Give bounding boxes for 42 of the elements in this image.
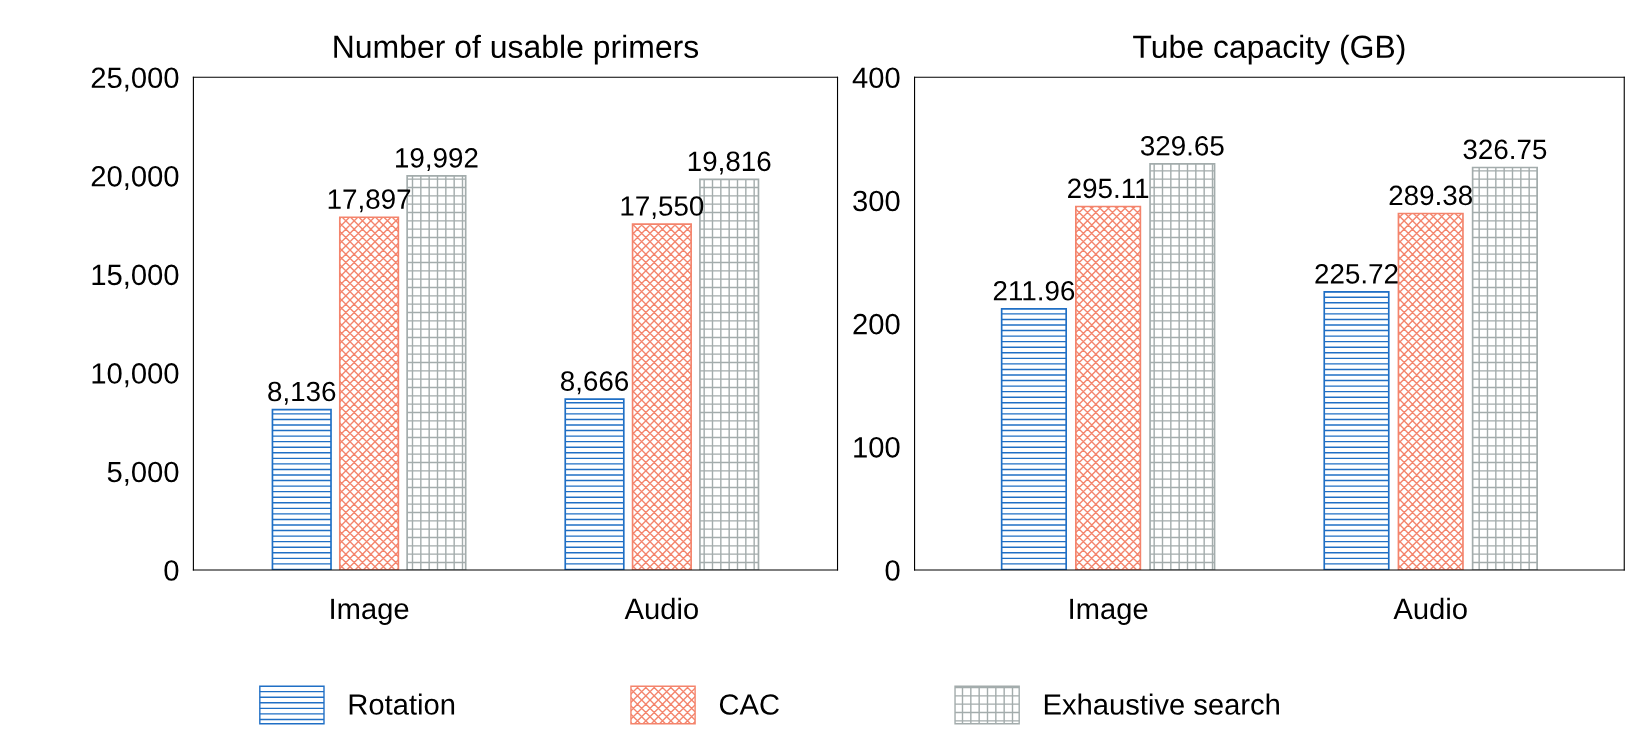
bar: [564, 398, 625, 570]
bar: [1397, 212, 1464, 570]
data-label: 225.72: [1315, 264, 1398, 284]
data-label: 295.11: [1068, 178, 1149, 199]
x-tick-label: Audio: [1393, 597, 1467, 620]
y-tick-label: 100: [854, 437, 900, 458]
data-label: 289.38: [1389, 185, 1472, 206]
chart-title: Number of usable primers: [334, 34, 699, 65]
y-tick-label: 0: [164, 560, 179, 581]
data-label: 17,897: [328, 189, 411, 213]
data-label: 326.75: [1463, 139, 1547, 160]
legend-label: Rotation: [349, 693, 455, 715]
data-label: 17,550: [621, 196, 704, 220]
bar: [1149, 163, 1216, 570]
bar: [1471, 166, 1538, 570]
legend-label: CAC: [719, 694, 779, 715]
data-label: 211.96: [993, 280, 1075, 301]
bar: [631, 223, 692, 570]
data-label: 19,816: [688, 151, 771, 175]
y-tick-label: 200: [853, 313, 900, 335]
data-label: 19,992: [396, 148, 478, 171]
y-tick-label: 25,000: [91, 67, 179, 92]
data-label: 8,666: [560, 371, 629, 395]
bar: [271, 408, 332, 570]
bar: [1323, 291, 1390, 570]
y-tick-label: 15,000: [92, 264, 179, 289]
y-tick-label: 300: [853, 190, 900, 212]
y-tick-label: 0: [885, 560, 900, 581]
y-tick-label: 400: [852, 67, 900, 89]
x-tick-label: Audio: [624, 597, 698, 620]
y-tick-label: 5,000: [107, 461, 179, 486]
chart-title: Tube capacity (GB): [1133, 34, 1405, 65]
y-tick-label: 20,000: [91, 166, 179, 191]
legend-label: Exhaustive search: [1044, 693, 1279, 715]
data-label: 329.65: [1140, 135, 1224, 156]
x-tick-label: Image: [331, 598, 409, 625]
x-tick-label: Image: [1070, 598, 1148, 625]
bar: [1000, 308, 1068, 570]
y-tick-label: 10,000: [92, 363, 179, 388]
bar: [338, 216, 400, 570]
data-label: 8,136: [268, 381, 336, 405]
bar: [1075, 205, 1142, 570]
